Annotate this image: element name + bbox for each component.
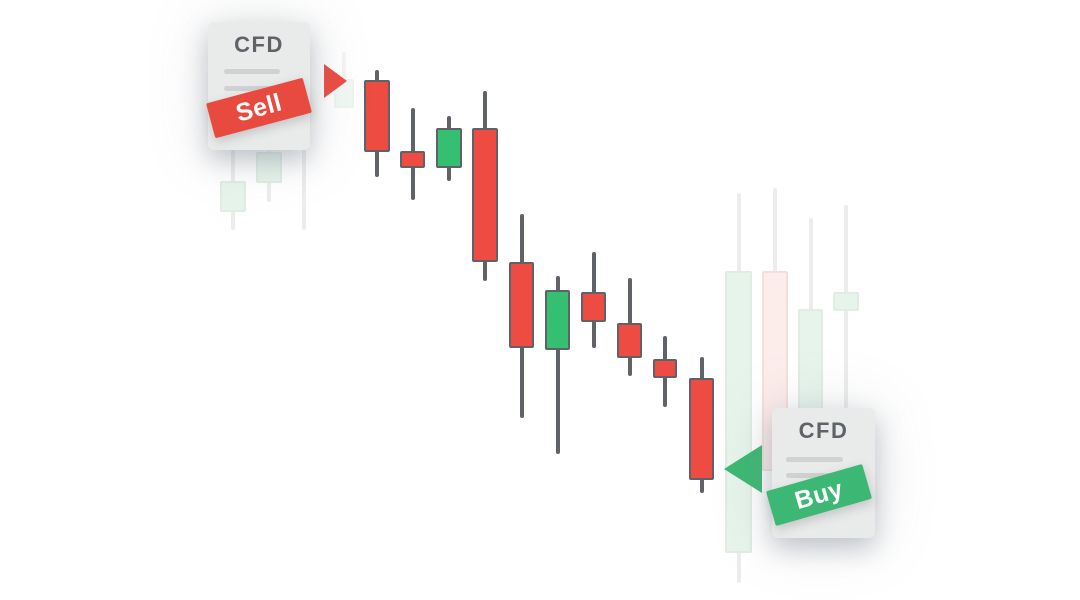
candle-wick — [555, 276, 560, 454]
candle-body — [617, 323, 642, 358]
candle-body — [400, 151, 425, 168]
cfd-buy-card: CFD Buy — [765, 408, 875, 538]
candle-body — [220, 181, 246, 212]
candle-body — [256, 152, 282, 183]
candle-body — [581, 292, 606, 322]
candle-body — [689, 378, 714, 480]
candle-body — [436, 128, 462, 168]
text-line-placeholder — [224, 69, 280, 74]
candle-body — [833, 292, 859, 311]
cfd-sell-card: CFD Sell — [206, 22, 312, 150]
candle-body — [509, 262, 534, 348]
cfd-sell-card-title: CFD — [234, 32, 284, 57]
text-line-placeholder — [786, 457, 843, 462]
text-line-placeholder — [786, 473, 843, 478]
candle-body — [545, 290, 570, 350]
candle-body — [653, 359, 677, 378]
text-line-placeholder — [224, 86, 280, 91]
candle-wick — [302, 148, 306, 230]
candle-body — [472, 128, 498, 262]
buy-entry-arrow-icon — [724, 445, 762, 493]
candle-body — [364, 80, 390, 152]
candle-body — [725, 271, 752, 553]
cfd-buy-card-title: CFD — [798, 418, 849, 443]
sell-entry-arrow-icon — [324, 64, 347, 98]
